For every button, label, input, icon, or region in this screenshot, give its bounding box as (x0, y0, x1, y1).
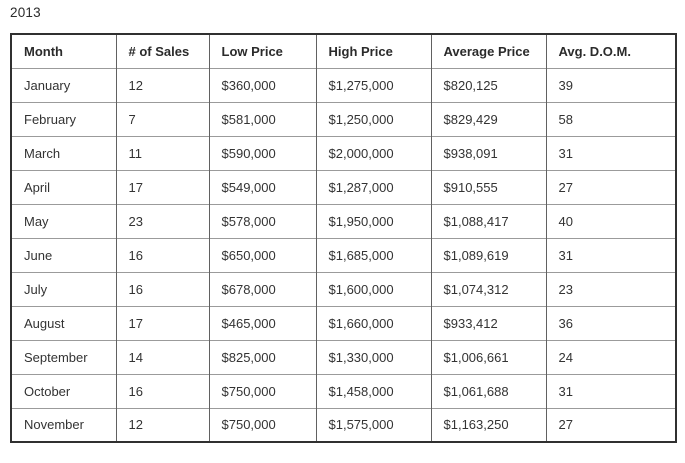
cell-avg-dom: 31 (545, 237, 676, 272)
table-row: August 17 $465,000 $1,660,000 $933,412 3… (11, 305, 676, 340)
column-header-low-price: Low Price (208, 34, 316, 68)
cell-avg-dom: 36 (545, 305, 676, 340)
cell-low-price: $650,000 (208, 237, 316, 272)
cell-sales: 12 (115, 407, 209, 442)
table-row: July 16 $678,000 $1,600,000 $1,074,312 2… (11, 271, 676, 306)
cell-high-price: $1,458,000 (315, 373, 431, 408)
cell-month: January (11, 67, 116, 102)
cell-average-price: $1,089,619 (430, 237, 546, 272)
cell-average-price: $1,088,417 (430, 203, 546, 238)
cell-sales: 17 (115, 169, 209, 204)
cell-sales: 16 (115, 271, 209, 306)
cell-month: August (11, 305, 116, 340)
cell-sales: 17 (115, 305, 209, 340)
cell-average-price: $820,125 (430, 67, 546, 102)
sales-table: Month # of Sales Low Price High Price Av… (10, 33, 677, 443)
cell-low-price: $590,000 (208, 135, 316, 170)
table-row: April 17 $549,000 $1,287,000 $910,555 27 (11, 169, 676, 204)
cell-avg-dom: 31 (545, 373, 676, 408)
table-row: October 16 $750,000 $1,458,000 $1,061,68… (11, 373, 676, 408)
cell-low-price: $825,000 (208, 339, 316, 374)
cell-sales: 23 (115, 203, 209, 238)
cell-high-price: $1,950,000 (315, 203, 431, 238)
cell-month: February (11, 101, 116, 136)
cell-month: July (11, 271, 116, 306)
cell-average-price: $1,163,250 (430, 407, 546, 442)
cell-sales: 14 (115, 339, 209, 374)
cell-low-price: $360,000 (208, 67, 316, 102)
cell-average-price: $1,061,688 (430, 373, 546, 408)
table-row: January 12 $360,000 $1,275,000 $820,125 … (11, 67, 676, 102)
cell-sales: 12 (115, 67, 209, 102)
cell-month: June (11, 237, 116, 272)
cell-low-price: $549,000 (208, 169, 316, 204)
cell-low-price: $750,000 (208, 407, 316, 442)
column-header-month: Month (24, 43, 63, 59)
cell-month: March (11, 135, 116, 170)
column-header-high-price: High Price (315, 34, 431, 68)
cell-high-price: $1,600,000 (315, 271, 431, 306)
cell-month: November (11, 407, 116, 442)
cell-high-price: $1,275,000 (315, 67, 431, 102)
cell-average-price: $910,555 (430, 169, 546, 204)
cell-average-price: $938,091 (430, 135, 546, 170)
cell-avg-dom: 58 (545, 101, 676, 136)
cell-high-price: $1,287,000 (315, 169, 431, 204)
page-title: 2013 (10, 5, 41, 20)
table-row: September 14 $825,000 $1,330,000 $1,006,… (11, 339, 676, 374)
cell-low-price: $578,000 (208, 203, 316, 238)
cell-average-price: $829,429 (430, 101, 546, 136)
table-row: November 12 $750,000 $1,575,000 $1,163,2… (11, 407, 676, 442)
cell-sales: 16 (115, 373, 209, 408)
cell-average-price: $1,074,312 (430, 271, 546, 306)
table-row: May 23 $578,000 $1,950,000 $1,088,417 40 (11, 203, 676, 238)
cell-avg-dom: 27 (545, 169, 676, 204)
cell-low-price: $465,000 (208, 305, 316, 340)
cell-avg-dom: 27 (545, 407, 676, 442)
column-header-avg-dom: Avg. D.O.M. (545, 34, 676, 68)
cell-high-price: $1,685,000 (315, 237, 431, 272)
cell-sales: 16 (115, 237, 209, 272)
cell-low-price: $581,000 (208, 101, 316, 136)
table-header-row: Month # of Sales Low Price High Price Av… (11, 34, 676, 68)
cell-high-price: $1,575,000 (315, 407, 431, 442)
cell-month: September (11, 339, 116, 374)
cell-low-price: $678,000 (208, 271, 316, 306)
cell-sales: 7 (115, 101, 209, 136)
table-row: March 11 $590,000 $2,000,000 $938,091 31 (11, 135, 676, 170)
cell-average-price: $1,006,661 (430, 339, 546, 374)
cell-average-price: $933,412 (430, 305, 546, 340)
cell-avg-dom: 39 (545, 67, 676, 102)
table-row: June 16 $650,000 $1,685,000 $1,089,619 3… (11, 237, 676, 272)
cell-month: October (11, 373, 116, 408)
column-header-average-price: Average Price (430, 34, 546, 68)
cell-low-price: $750,000 (208, 373, 316, 408)
cell-high-price: $1,660,000 (315, 305, 431, 340)
cell-high-price: $1,250,000 (315, 101, 431, 136)
cell-month: May (11, 203, 116, 238)
cell-avg-dom: 23 (545, 271, 676, 306)
column-header-sales: # of Sales (115, 34, 209, 68)
cell-avg-dom: 24 (545, 339, 676, 374)
table-row: February 7 $581,000 $1,250,000 $829,429 … (11, 101, 676, 136)
cell-avg-dom: 31 (545, 135, 676, 170)
cell-high-price: $2,000,000 (315, 135, 431, 170)
cell-month: April (11, 169, 116, 204)
cell-sales: 11 (115, 135, 209, 170)
cell-high-price: $1,330,000 (315, 339, 431, 374)
cell-avg-dom: 40 (545, 203, 676, 238)
